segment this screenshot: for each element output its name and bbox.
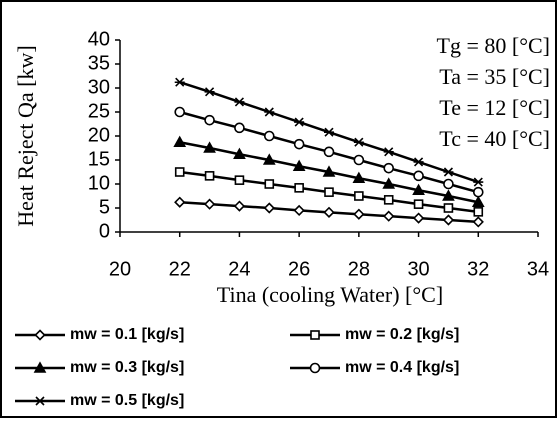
legend-label: mw = 0.1 [kg/s]	[70, 326, 184, 343]
y-tick-label: 35	[88, 52, 110, 74]
marker	[233, 147, 246, 160]
marker	[382, 177, 396, 189]
marker	[352, 171, 366, 184]
x-tick-label: 20	[109, 258, 131, 280]
y-axis-label: Heat Reject Qa [kw]	[13, 45, 38, 226]
y-tick-label: 25	[88, 100, 110, 122]
y-tick-label: 5	[99, 196, 110, 218]
x-tick-label: 34	[527, 258, 549, 280]
marker	[443, 178, 454, 190]
marker	[264, 107, 275, 117]
y-tick-label: 30	[88, 76, 110, 98]
marker	[174, 196, 186, 208]
marker	[442, 214, 455, 226]
y-tick-label: 0	[99, 220, 110, 242]
marker	[294, 183, 304, 193]
x-tick-label: 22	[169, 258, 191, 280]
marker	[204, 114, 215, 126]
legend-label: mw = 0.4 [kg/s]	[345, 359, 459, 376]
marker	[264, 179, 275, 189]
y-tick-label: 15	[88, 148, 110, 170]
marker	[471, 195, 485, 208]
marker	[323, 146, 335, 158]
marker	[204, 87, 215, 97]
marker	[324, 127, 334, 137]
annotation: Tg = 80 [°C]	[437, 33, 550, 58]
legend-label: mw = 0.5 [kg/s]	[70, 392, 184, 409]
marker	[309, 362, 321, 374]
marker	[233, 200, 246, 212]
marker	[383, 210, 395, 222]
marker	[413, 157, 424, 167]
marker	[383, 162, 395, 174]
marker	[204, 171, 215, 181]
marker	[293, 138, 305, 150]
annotation: Ta = 35 [°C]	[439, 64, 550, 89]
marker	[262, 153, 276, 165]
marker	[413, 170, 424, 182]
marker	[412, 212, 425, 224]
marker	[323, 206, 335, 218]
marker	[292, 159, 306, 172]
marker	[174, 167, 185, 177]
marker	[324, 187, 334, 197]
marker	[174, 106, 186, 118]
marker	[234, 97, 245, 107]
marker	[443, 167, 454, 177]
marker	[472, 216, 484, 228]
marker	[263, 130, 275, 142]
marker	[473, 177, 484, 187]
marker	[383, 195, 394, 205]
marker	[234, 175, 245, 185]
marker	[353, 137, 364, 147]
marker	[442, 189, 455, 201]
marker	[294, 117, 305, 127]
marker	[472, 186, 484, 198]
marker	[443, 203, 454, 213]
y-tick-label: 40	[88, 28, 110, 50]
x-tick-label: 30	[407, 258, 429, 280]
marker	[203, 198, 216, 210]
annotation: Te = 12 [°C]	[439, 95, 550, 120]
y-tick-label: 10	[88, 172, 110, 194]
marker	[174, 77, 185, 87]
marker	[473, 207, 484, 217]
marker	[234, 122, 245, 134]
marker	[203, 141, 216, 153]
x-tick-label: 32	[467, 258, 489, 280]
marker	[263, 202, 275, 214]
marker	[173, 135, 187, 148]
marker	[354, 191, 364, 201]
marker	[33, 361, 47, 373]
marker	[353, 208, 365, 220]
marker	[412, 183, 425, 196]
marker	[322, 165, 336, 177]
marker	[383, 147, 394, 157]
legend-label: mw = 0.2 [kg/s]	[345, 326, 459, 343]
marker	[413, 199, 424, 209]
marker	[34, 329, 46, 341]
marker	[353, 154, 365, 166]
marker	[310, 330, 320, 340]
y-tick-label: 20	[88, 124, 110, 146]
legend-label: mw = 0.3 [kg/s]	[70, 359, 184, 376]
x-tick-label: 28	[348, 258, 370, 280]
x-tick-label: 26	[288, 258, 310, 280]
marker	[293, 204, 305, 217]
annotation: Tc = 40 [°C]	[439, 126, 550, 151]
x-tick-label: 24	[228, 258, 250, 280]
marker	[35, 396, 45, 406]
x-axis-label: Tina (cooling Water) [°C]	[217, 282, 443, 307]
